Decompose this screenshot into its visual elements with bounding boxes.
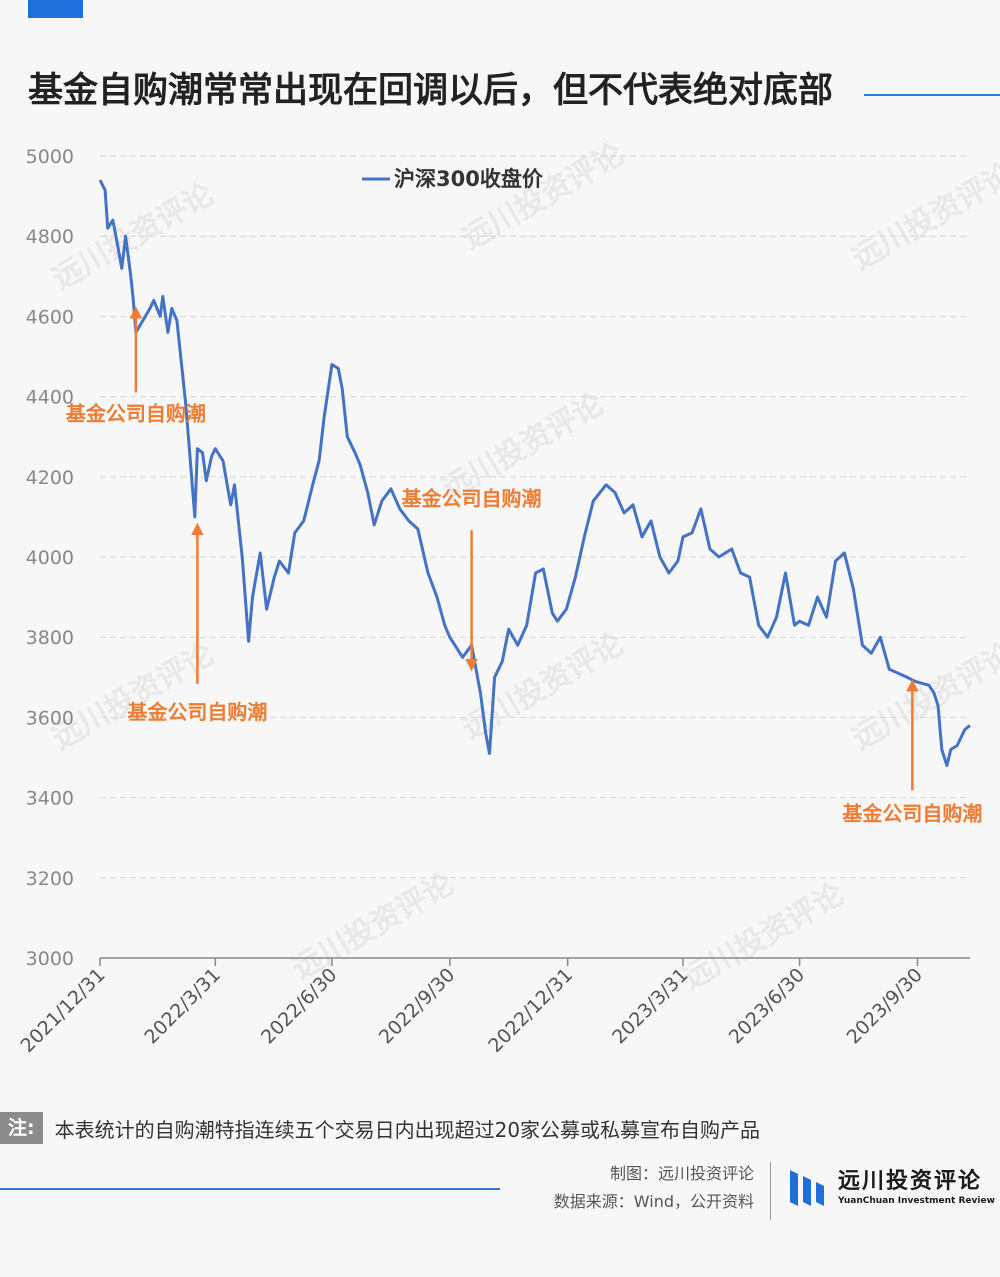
x-tick-label: 2021/12/31 (17, 964, 110, 1057)
footnote-label: 注: (0, 1112, 43, 1144)
chart-grid (100, 155, 970, 879)
y-tick-label: 4800 (26, 226, 74, 248)
x-tick-label: 2022/3/31 (140, 964, 224, 1048)
x-tick-label: 2023/6/30 (725, 964, 809, 1048)
logo-mark-icon (790, 1170, 824, 1206)
watermark: 远川投资评论 (677, 876, 851, 997)
y-tick-label: 4600 (26, 306, 74, 328)
annotation-label: 基金公司自购潮 (127, 700, 267, 724)
x-tick-label: 2023/3/31 (608, 964, 692, 1048)
title-rule (864, 94, 1000, 96)
y-tick-label: 3200 (26, 868, 74, 890)
watermark: 远川投资评论 (47, 636, 221, 757)
watermark: 远川投资评论 (287, 866, 461, 987)
x-tick-label: 2022/9/30 (375, 964, 459, 1048)
annotation-label: 基金公司自购潮 (66, 401, 206, 425)
y-axis: 3000 3200 3400 3600 3800 4000 4200 4400 4600 4800… (26, 146, 74, 970)
credits: 制图：远川投资评论 数据来源：Wind，公开资料 (554, 1160, 754, 1216)
footer-rule (0, 1188, 500, 1190)
y-tick-label: 4000 (26, 547, 74, 569)
y-tick-label: 4400 (26, 387, 74, 409)
annotation-label: 基金公司自购潮 (402, 486, 542, 510)
watermark: 远川投资评论 (457, 136, 631, 257)
x-axis: 2021/12/31 2022/3/31 2022/6/30 2022/9/30 202… (17, 957, 970, 1057)
watermark-text: 远川投资评论 (847, 636, 1000, 757)
footer-divider (770, 1162, 771, 1220)
data-source: 数据来源：Wind，公开资料 (553, 1192, 754, 1211)
watermark-text: 远川投资评论 (847, 156, 1000, 277)
x-tick-label: 2023/9/30 (843, 964, 927, 1048)
logo-subtitle: YuanChuan Investment Review (838, 1196, 995, 1206)
chart-legend: 沪深300收盘价 (362, 167, 544, 191)
footnote: 注: 本表统计的自购潮特指连续五个交易日内出现超过20家公募或私募宣布自购产品 (0, 1112, 760, 1144)
x-tick-label: 2022/12/31 (484, 964, 577, 1057)
y-tick-label: 5000 (26, 146, 74, 168)
watermark-text: 远川投资评论 (677, 876, 851, 997)
y-tick-label: 3800 (26, 627, 74, 649)
y-tick-label: 3000 (26, 948, 74, 970)
watermark-text: 远川投资评论 (287, 866, 461, 987)
brand-block (28, 0, 83, 18)
y-tick-label: 3400 (26, 788, 74, 810)
watermark: 远川投资评论 (847, 636, 1000, 757)
logo-name: 远川投资评论 (838, 1169, 983, 1194)
chart-credit: 制图：远川投资评论 (609, 1164, 754, 1183)
watermark-text: 远川投资评论 (457, 136, 631, 257)
watermark: 远川投资评论 (457, 626, 631, 747)
y-tick-label: 4200 (26, 467, 74, 489)
watermark-text: 远川投资评论 (457, 626, 631, 747)
y-tick-label: 3600 (26, 707, 74, 729)
watermark: 远川投资评论 (847, 156, 1000, 277)
brand-logo: 远川投资评论 YuanChuan Investment Review (786, 1166, 995, 1210)
legend-label: 沪深300收盘价 (394, 167, 544, 191)
annotation-label: 基金公司自购潮 (842, 801, 982, 825)
page-title: 基金自购潮常常出现在回调以后，但不代表绝对底部 (28, 71, 834, 111)
footnote-text: 本表统计的自购潮特指连续五个交易日内出现超过20家公募或私募宣布自购产品 (54, 1117, 761, 1142)
watermark-text: 远川投资评论 (47, 636, 221, 757)
